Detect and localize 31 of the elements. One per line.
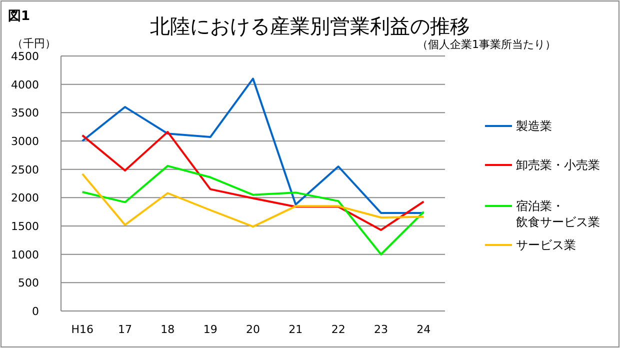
y-tick-label: 4500 <box>11 50 39 63</box>
legend-label: サービス業 <box>516 238 576 252</box>
x-tick-label: 18 <box>160 323 175 336</box>
x-tick-label: 23 <box>374 323 388 336</box>
line-series <box>81 172 425 228</box>
y-tick-label: 4000 <box>11 78 39 92</box>
y-tick-label: 2500 <box>11 163 39 176</box>
y-tick-label: 3000 <box>11 135 39 148</box>
x-tick-label: 17 <box>118 323 132 336</box>
y-tick-label: 1000 <box>11 248 39 262</box>
line-series <box>81 130 425 231</box>
legend-label: 卸売業・小売業 <box>516 158 600 172</box>
x-tick-label: 21 <box>288 323 303 336</box>
y-tick-label: 500 <box>18 276 39 290</box>
legend-label: 製造業 <box>516 119 552 133</box>
y-tick-label: 2000 <box>11 192 39 205</box>
line-series <box>81 164 425 256</box>
y-axis-title: （千円） <box>12 37 56 50</box>
y-tick-label: 1500 <box>11 220 39 233</box>
x-tick-label: H16 <box>71 323 94 336</box>
y-tick-label: 0 <box>32 305 39 318</box>
x-tick-label: 24 <box>416 323 431 336</box>
line-series <box>81 78 425 214</box>
x-tick-label: 22 <box>331 323 346 336</box>
caption: 図1 <box>8 9 30 24</box>
text: （個人企業1事業所当たり） <box>417 38 556 51</box>
x-tick-label: 19 <box>203 323 218 336</box>
y-tick-label: 3500 <box>11 106 39 120</box>
legend-label: 宿泊業・飲食サービス業 <box>516 199 600 229</box>
chart-title: 北陸における産業別営業利益の推移 <box>150 14 470 38</box>
x-tick-label: 20 <box>246 323 260 336</box>
